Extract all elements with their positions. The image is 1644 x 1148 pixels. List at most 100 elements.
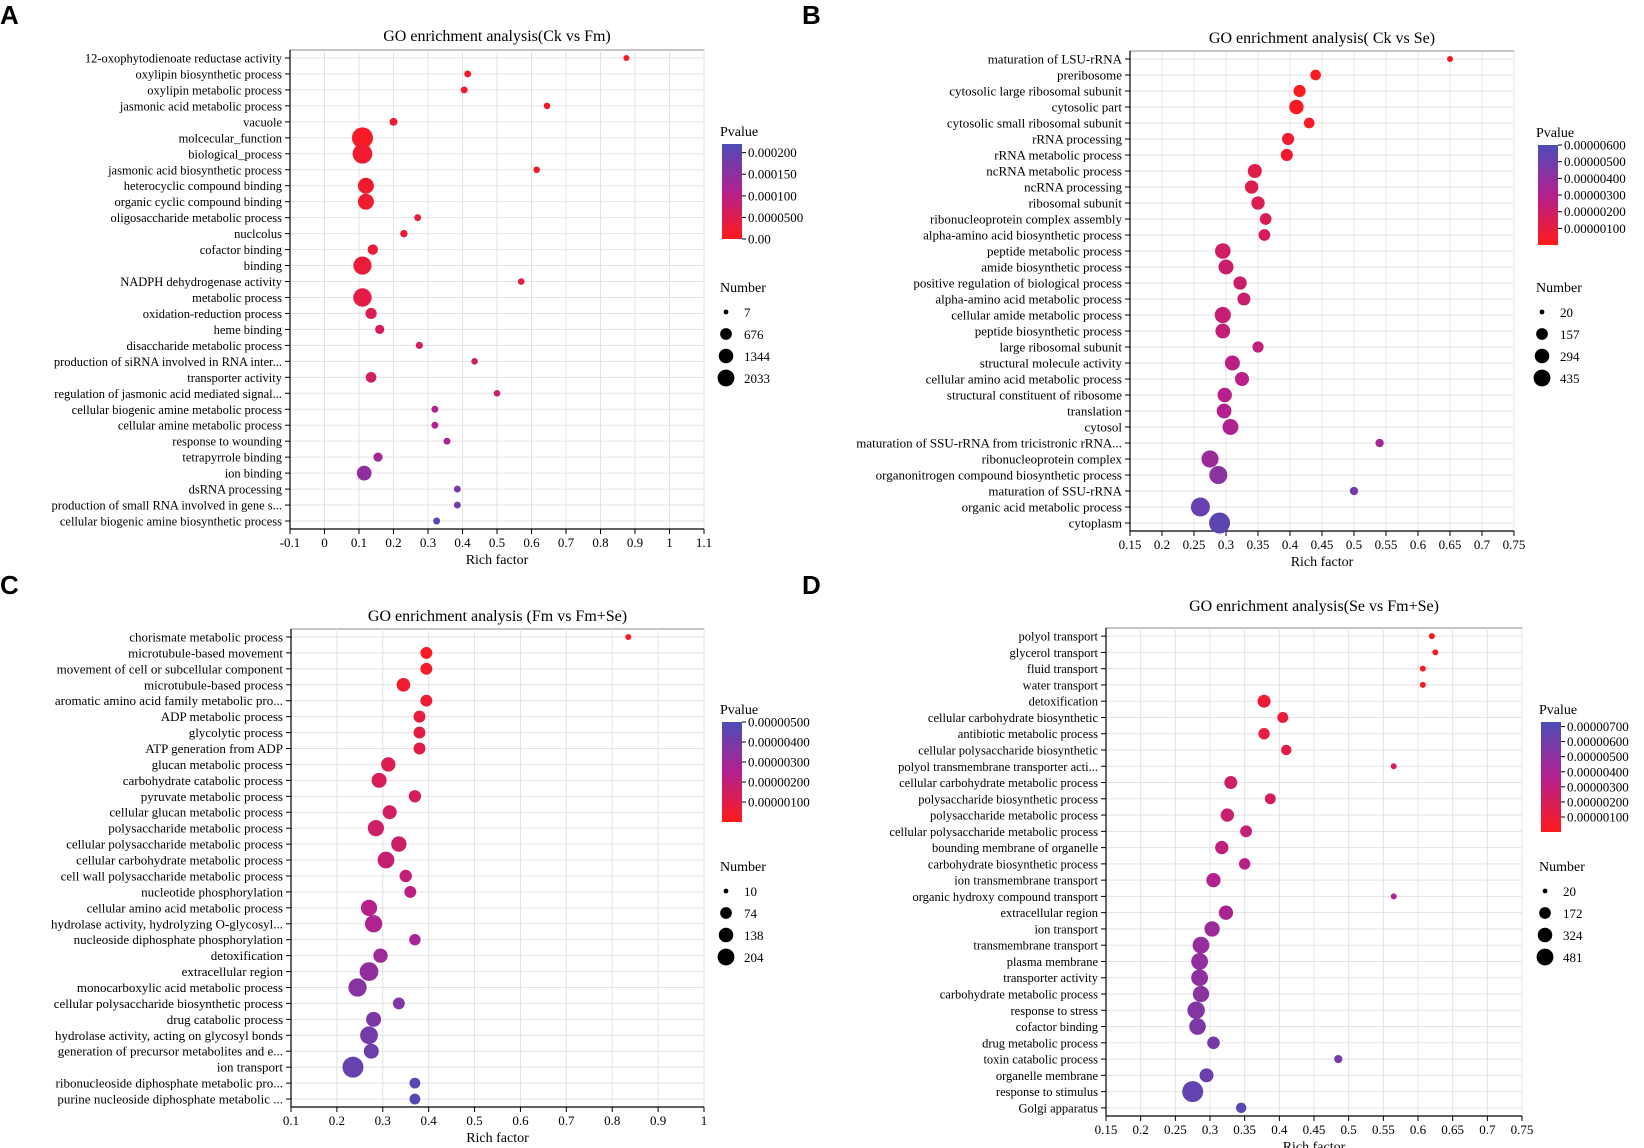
term-label: response to stimulus xyxy=(996,1085,1098,1099)
x-tick-label: 0.3 xyxy=(1218,537,1234,552)
data-point xyxy=(367,244,378,255)
term-label: toxin catabolic process xyxy=(983,1053,1098,1067)
data-point xyxy=(1280,148,1293,162)
data-point xyxy=(420,662,433,675)
data-point xyxy=(373,948,388,963)
term-label: transmembrane transport xyxy=(973,939,1098,953)
term-label: organic acid metabolic process xyxy=(962,500,1122,515)
term-label: cellular polysaccharide metabolic proces… xyxy=(66,837,283,852)
pvalue-tick-label: 0.00 xyxy=(748,232,771,247)
term-label: microtubule-based movement xyxy=(128,645,283,660)
term-label: cytosolic small ribosomal subunit xyxy=(947,116,1123,131)
number-legend-title: Number xyxy=(1539,860,1585,875)
term-label: cofactor binding xyxy=(1016,1020,1099,1034)
data-point xyxy=(409,934,421,946)
pvalue-tick-label: 0.000150 xyxy=(748,167,797,182)
data-point xyxy=(375,324,385,335)
data-point xyxy=(464,70,472,78)
x-tick-label: 0.4 xyxy=(454,535,471,550)
x-tick-label: 0.2 xyxy=(1154,537,1170,552)
data-point xyxy=(356,465,372,481)
term-label: heterocyclic compound binding xyxy=(124,179,283,193)
x-tick-label: 0.65 xyxy=(1439,537,1462,552)
term-label: aromatic amino acid family metabolic pro… xyxy=(55,693,283,708)
data-point xyxy=(1190,497,1210,517)
x-tick-label: 0.45 xyxy=(1303,1122,1326,1137)
term-label: extracellular region xyxy=(1000,906,1098,920)
data-point xyxy=(367,820,385,837)
term-label: polyol transmembrane transporter acti... xyxy=(898,760,1098,774)
panel-c-chart: GO enrichment analysis (Fm vs Fm+Se) 0.1 0… xyxy=(51,608,810,1146)
term-label: heme binding xyxy=(214,323,283,337)
data-point xyxy=(389,117,398,126)
chart-title: GO enrichment analysis (Fm vs Fm+Se) xyxy=(368,608,627,625)
data-point xyxy=(1428,633,1435,640)
panel-letter-b: B xyxy=(802,0,821,30)
data-point xyxy=(1303,117,1315,129)
pvalue-tick-label: 0.00000300 xyxy=(748,755,810,770)
x-tick-label: 0.3 xyxy=(375,1113,391,1128)
number-legend-dot xyxy=(720,328,732,340)
term-label: cellular carbohydrate biosynthetic xyxy=(928,711,1099,725)
number-legend-dot xyxy=(1533,369,1551,387)
term-label: oxylipin biosynthetic process xyxy=(135,67,282,81)
data-point xyxy=(1289,99,1304,115)
data-point xyxy=(1217,387,1232,403)
term-label: metabolic process xyxy=(192,291,282,305)
x-tick-label: 0.7 xyxy=(558,535,575,550)
x-tick-label: -0.1 xyxy=(280,535,301,550)
data-point xyxy=(1258,728,1270,740)
x-tick-label: 1 xyxy=(701,1113,708,1128)
number-legend-title: Number xyxy=(720,860,766,875)
number-legend-dot xyxy=(718,348,734,364)
pvalue-tick-label: 0.00000700 xyxy=(1567,719,1629,734)
data-point xyxy=(1390,763,1397,770)
term-label: polyol transport xyxy=(1018,630,1098,644)
data-point xyxy=(431,421,439,429)
panel-d-chart: GO enrichment analysis(Se vs Fm+Se) 0.15 0… xyxy=(889,598,1628,1148)
data-point xyxy=(1252,341,1264,353)
data-point xyxy=(1191,953,1209,970)
pvalue-tick-label: 0.00000200 xyxy=(748,775,810,790)
number-legend-label: 20 xyxy=(1563,884,1576,899)
data-point xyxy=(517,278,525,285)
term-label: cytosolic large ribosomal subunit xyxy=(949,84,1122,99)
number-legend-label: 676 xyxy=(744,327,764,342)
number-legend-label: 481 xyxy=(1563,950,1583,965)
data-point xyxy=(1240,825,1252,838)
term-label: ribosomal subunit xyxy=(1028,196,1122,211)
term-label: response to stress xyxy=(1011,1004,1099,1018)
pvalue-tick-label: 0.00000300 xyxy=(1567,779,1629,794)
pvalue-colorbar xyxy=(1538,145,1558,245)
term-label: nuclcolus xyxy=(234,227,282,241)
x-tick-label: 0.3 xyxy=(420,535,436,550)
data-point xyxy=(365,307,377,320)
data-point xyxy=(382,805,397,820)
number-legend-label: 294 xyxy=(1560,349,1580,364)
x-tick-label: 0.5 xyxy=(466,1113,482,1128)
number-legend-dot xyxy=(1539,907,1551,919)
data-point xyxy=(1209,465,1228,485)
term-label: oxidation-reduction process xyxy=(143,307,282,321)
x-tick-label: 0.2 xyxy=(329,1113,345,1128)
x-axis-label: Rich factor xyxy=(1283,1140,1346,1148)
term-label: organic hydroxy compound transport xyxy=(913,890,1099,904)
x-axis-label: Rich factor xyxy=(466,1131,529,1146)
number-legend-label: 74 xyxy=(744,906,758,921)
x-tick-label: 0.9 xyxy=(650,1113,666,1128)
x-tick-label: 0.1 xyxy=(283,1113,299,1128)
pvalue-tick-label: 0.00000200 xyxy=(1567,794,1629,809)
term-label: preribosome xyxy=(1057,68,1122,83)
data-point xyxy=(1277,711,1289,723)
term-label: organelle membrane xyxy=(996,1069,1099,1083)
number-legend-dot xyxy=(723,888,729,894)
panel-b-chart: GO enrichment analysis( Ck vs Se) 0.15 0.2… xyxy=(856,30,1626,570)
term-label: ADP metabolic process xyxy=(161,709,283,724)
data-point xyxy=(396,677,411,692)
data-point xyxy=(1224,355,1240,371)
term-label: carbohydrate catabolic process xyxy=(123,773,283,788)
number-legend-label: 157 xyxy=(1560,327,1580,342)
number-legend-label: 2033 xyxy=(744,371,770,386)
term-label: cellular glucan metabolic process xyxy=(109,805,283,820)
pvalue-colorbar xyxy=(722,144,742,239)
